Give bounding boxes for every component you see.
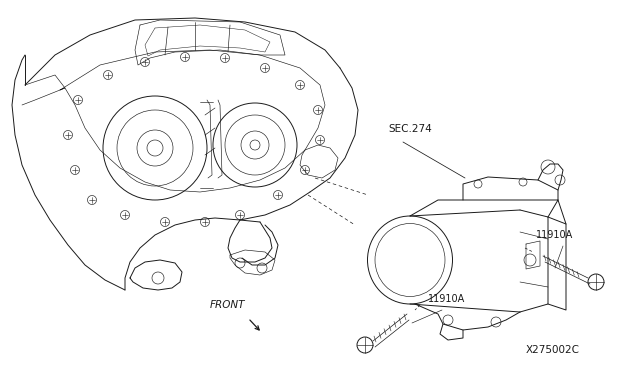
Text: SEC.274: SEC.274 bbox=[388, 124, 432, 134]
Text: X275002C: X275002C bbox=[526, 345, 580, 355]
Text: 11910A: 11910A bbox=[536, 230, 573, 240]
Text: FRONT: FRONT bbox=[210, 300, 246, 310]
Text: 11910A: 11910A bbox=[428, 294, 465, 304]
